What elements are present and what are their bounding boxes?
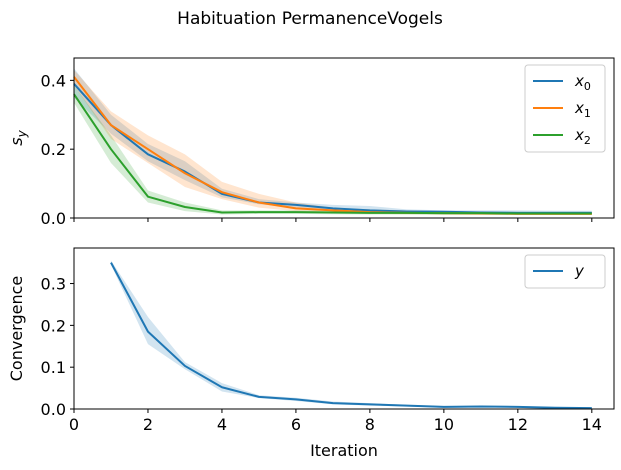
x-tick-label: 4 <box>217 415 227 434</box>
x-tick-label: 14 <box>582 415 602 434</box>
x-tick-label: 10 <box>434 415 454 434</box>
band-x1 <box>74 70 592 215</box>
legend-label-x1: x1 <box>574 99 591 120</box>
x-axis-label: Iteration <box>310 441 378 460</box>
y-tick-label: 0.0 <box>41 400 66 419</box>
y-axis-label-base: s <box>7 137 26 145</box>
figure-title: Habituation PermanenceVogels <box>177 9 443 29</box>
legend: y <box>524 254 606 289</box>
legend-label-base: x <box>574 72 584 90</box>
axes-frame <box>73 57 615 219</box>
y-tick-label: 0.2 <box>41 140 66 159</box>
x-tick-label: 12 <box>508 415 528 434</box>
x-tick-label: 2 <box>143 415 153 434</box>
legend-box <box>524 64 606 153</box>
bottom-axes: 0 2 4 6 8 10 12 14 0.0 0.1 0.2 0.3 Convergence Iterat… <box>7 247 615 460</box>
y-tick-label: 0.3 <box>41 275 66 294</box>
axes-frame <box>73 247 615 410</box>
y-axis-label-sub: y <box>15 129 29 138</box>
y-tick-label: 0.1 <box>41 358 66 377</box>
series-line-y <box>110 262 592 410</box>
legend-label-y: y <box>574 262 585 280</box>
legend-label-base: x <box>574 99 584 117</box>
y-tick-label: 0.0 <box>41 209 66 228</box>
x-tick-label: 8 <box>365 415 375 434</box>
legend-label-sub: 0 <box>584 80 591 93</box>
y-axis-label: sy <box>7 129 29 145</box>
band-y <box>110 260 592 409</box>
band-x0 <box>74 68 592 215</box>
x-tick-label: 0 <box>69 415 79 434</box>
legend-label-base: x <box>574 126 584 144</box>
x-tick-label: 6 <box>291 415 301 434</box>
legend-label-x2: x2 <box>574 126 591 147</box>
legend-label-sub: 1 <box>584 107 591 120</box>
y-tick-label: 0.4 <box>41 71 66 90</box>
legend-label-x0: x0 <box>574 72 591 93</box>
legend-label-sub: 2 <box>584 134 591 147</box>
y-axis-label: Convergence <box>7 276 26 382</box>
series-line-x2 <box>73 93 592 215</box>
legend-box <box>524 254 606 289</box>
y-tick-label: 0.2 <box>41 316 66 335</box>
legend-label-base: y <box>574 262 585 280</box>
